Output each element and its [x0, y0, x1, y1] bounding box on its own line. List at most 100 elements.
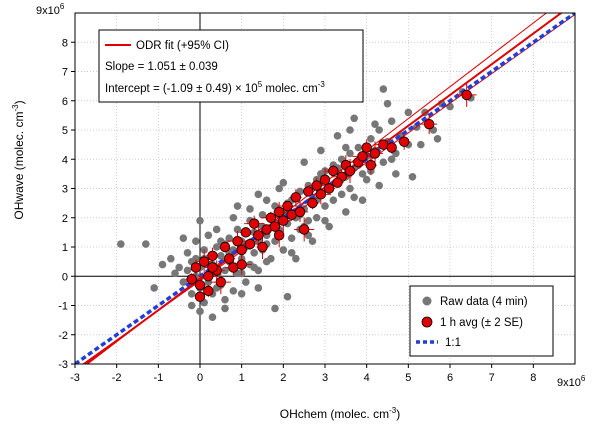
avg-data-point [207, 262, 218, 273]
raw-data-point [342, 208, 350, 216]
avg-data-point [236, 259, 247, 270]
raw-data-point [433, 134, 442, 143]
legend-avg-label: 1 h avg (± 2 SE) [440, 317, 523, 329]
raw-data-point [404, 108, 413, 117]
legend-one-to-one-label: 1:1 [445, 337, 461, 349]
raw-data-point [321, 202, 329, 210]
legend-raw-label: Raw data (4 min) [440, 296, 528, 308]
x-tick-label: 7 [489, 372, 495, 384]
raw-data-point [229, 213, 238, 222]
raw-data-point [346, 126, 354, 134]
x-axis-label: OHchem (molec. cm-3) [280, 406, 400, 421]
raw-data-point [279, 178, 288, 187]
y-tick-label: 6 [62, 96, 68, 108]
y-tick-label: 7 [62, 67, 68, 79]
avg-data-point [328, 165, 339, 177]
legend-raw-marker [422, 296, 432, 306]
raw-data-point [383, 99, 392, 108]
raw-data-point [379, 158, 388, 166]
avg-data-point [194, 279, 206, 291]
y-tick-label: 4 [62, 154, 68, 166]
raw-data-point [179, 234, 188, 243]
raw-data-point [196, 307, 204, 316]
raw-data-point [175, 263, 183, 272]
y-axis-label: OHwave (molec. cm-3) [11, 100, 26, 219]
raw-data-point [221, 304, 229, 313]
y-tick-label: -3 [58, 359, 68, 371]
raw-data-point [337, 190, 346, 199]
avg-data-point [319, 174, 331, 185]
x-tick-label: 6 [447, 372, 453, 384]
legend-avg-marker [421, 316, 433, 328]
raw-data-point [375, 126, 383, 134]
avg-data-point [386, 142, 397, 153]
avg-data-point [219, 241, 231, 253]
avg-data-point [253, 230, 264, 241]
raw-data-point [233, 202, 242, 210]
avg-data-point [365, 159, 377, 171]
x-axis-exponent: 9x106 [557, 374, 586, 389]
y-tick-label: -2 [58, 330, 68, 342]
series-legend: Raw data (4 min) 1 h avg (± 2 SE) 1:1 [409, 285, 554, 357]
x-tick-label: 5 [405, 372, 411, 384]
avg-data-point [273, 230, 285, 241]
raw-data-point [204, 231, 213, 240]
avg-data-point [323, 183, 335, 194]
plot-area [75, 13, 575, 364]
raw-data-point [354, 143, 363, 152]
raw-data-point [117, 240, 125, 248]
raw-data-point [317, 146, 325, 155]
raw-data-point [271, 304, 279, 313]
avg-data-point [236, 244, 247, 256]
y-tick-label: 0 [62, 271, 68, 283]
avg-data-point [278, 215, 289, 226]
raw-data-point [150, 284, 158, 292]
raw-data-point [183, 249, 192, 257]
avg-data-point [232, 235, 243, 247]
raw-data-point [225, 234, 233, 243]
raw-data-point [387, 155, 396, 164]
raw-data-point [242, 278, 250, 286]
raw-data-point [346, 149, 354, 158]
raw-data-point [221, 295, 229, 304]
raw-data-point [283, 292, 292, 301]
raw-data-point [292, 254, 300, 263]
avg-data-point [332, 177, 343, 188]
raw-data-point [208, 313, 217, 322]
y-axis-ticks: -3 -2 -1 0 1 2 3 4 5 6 7 8 [58, 37, 75, 371]
avg-data-point [294, 206, 306, 218]
x-tick-label: 2 [280, 372, 286, 384]
slope-label: Slope = 1.051 ± 0.039 [105, 61, 218, 73]
raw-data-point [187, 290, 196, 298]
y-tick-label: 2 [62, 213, 68, 225]
raw-data-point [233, 225, 242, 234]
raw-data-point [287, 234, 296, 243]
raw-data-point [179, 278, 188, 286]
raw-data-point [379, 85, 388, 93]
avg-data-point [198, 256, 210, 267]
avg-data-point [186, 273, 197, 285]
intercept-label: Intercept = (-1.09 ± 0.49) × 105 molec. … [105, 80, 325, 95]
raw-data-point [212, 225, 221, 234]
fit-info-box: ODR fit (+95% CI) Slope = 1.051 ± 0.039 … [98, 29, 364, 103]
avg-data-point [461, 89, 472, 101]
raw-data-point [325, 222, 333, 231]
x-axis-ticks: -3 -2 -1 0 1 2 3 4 5 6 7 8 [70, 364, 536, 384]
x-tick-label: 3 [322, 372, 328, 384]
avg-data-point [298, 224, 310, 235]
raw-data-point [279, 246, 288, 254]
avg-data-point [240, 227, 252, 238]
avg-data-point [398, 136, 410, 147]
raw-data-point [321, 216, 329, 225]
raw-data-point [408, 173, 417, 181]
y-tick-label: 3 [62, 184, 68, 196]
raw-data-point [446, 102, 454, 111]
x-tick-label: 8 [530, 372, 536, 384]
avg-data-point [315, 189, 327, 200]
raw-data-point [254, 284, 263, 292]
x-tick-label: -1 [153, 372, 163, 384]
y-tick-label: 8 [62, 37, 68, 49]
raw-data-point [387, 117, 396, 126]
avg-data-point [194, 291, 206, 302]
